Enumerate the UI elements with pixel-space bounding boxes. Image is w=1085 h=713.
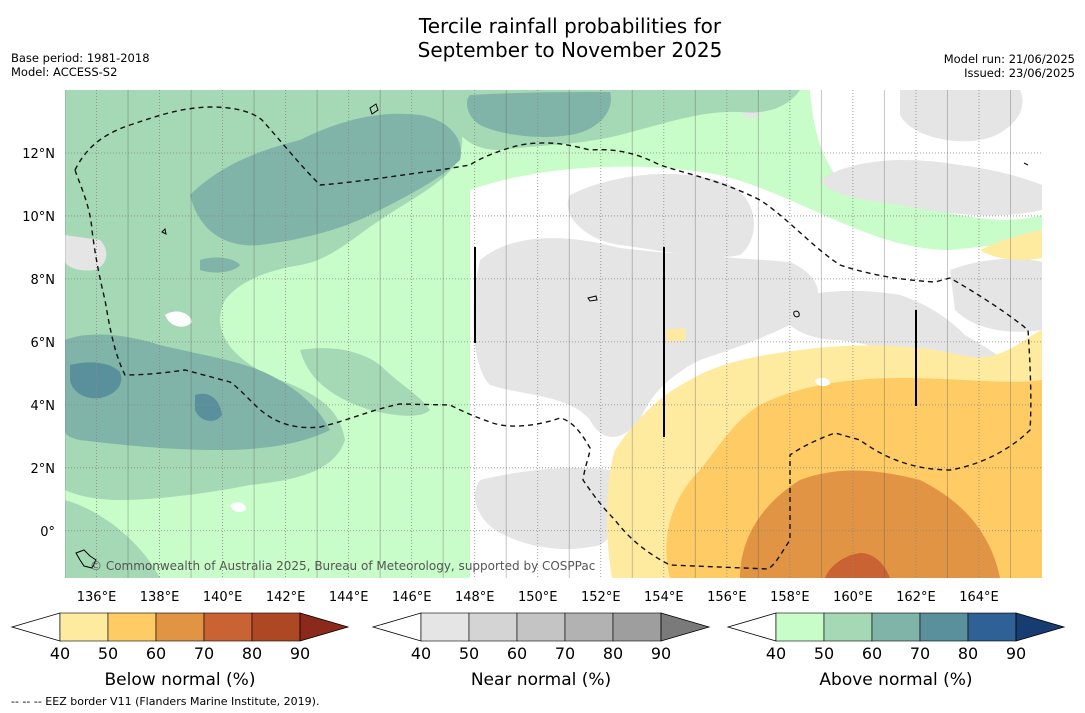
colorbar-near: 40 50 60 70 80 90 Near normal (%): [371, 612, 711, 690]
lat-tick-label: 0°: [40, 525, 55, 540]
colorbar-tick-label: 60: [507, 644, 527, 663]
lon-tick-label: 136°E: [77, 590, 117, 605]
lat-tick-label: 6°N: [31, 336, 56, 351]
model-run: Model run: 21/06/2025: [943, 52, 1075, 66]
lat-tick-label: 4°N: [31, 399, 56, 414]
lon-tick-label: 162°E: [896, 590, 936, 605]
colorbar-segment: [564, 612, 614, 642]
colorbar-tick-label: 90: [651, 644, 671, 663]
boundary-markers: [474, 247, 917, 437]
issued-date: Issued: 23/06/2025: [964, 66, 1075, 80]
colorbar-title: Above normal (%): [819, 670, 972, 690]
colorbar-tick-label: 50: [814, 644, 834, 663]
lon-tick-label: 152°E: [581, 590, 621, 605]
model-name: Model: ACCESS-S2: [11, 65, 118, 79]
colorbar-segment: [203, 612, 253, 642]
colorbar-below: 40 50 60 70 80 90 Below normal (%): [10, 612, 350, 690]
lon-tick-label: 154°E: [644, 590, 684, 605]
island-outlines: [75, 103, 1029, 569]
lon-tick-label: 142°E: [266, 590, 306, 605]
colorbar-segment: [967, 612, 1017, 642]
meta-left: Base period: 1981-2018 Model: ACCESS-S2: [11, 51, 150, 79]
lon-tick-label: 156°E: [707, 590, 747, 605]
colorbar-segment: [775, 612, 825, 642]
lat-tick-label: 12°N: [22, 147, 55, 162]
colorbar-title: Below normal (%): [105, 670, 256, 690]
colorbar-tick-label: 60: [146, 644, 166, 663]
lat-tick-label: 2°N: [31, 462, 56, 477]
colorbar-segment: [468, 612, 518, 642]
colorbar-segment: [516, 612, 566, 642]
colorbar-tick-label: 50: [98, 644, 118, 663]
lat-tick-label: 10°N: [22, 210, 55, 225]
map-title: Tercile rainfall probabilities for Septe…: [0, 14, 1085, 62]
colorbar-segment: [107, 612, 157, 642]
lon-tick-label: 138°E: [140, 590, 180, 605]
colorbar-segment: [59, 612, 109, 642]
colorbar-tick-label: 70: [194, 644, 214, 663]
longitude-lines: [65, 90, 1011, 578]
colorbar-min-extend: [10, 612, 61, 642]
colorbar-tick-label: 80: [603, 644, 623, 663]
colorbar-tick-label: 40: [411, 644, 431, 663]
lon-tick-label: 164°E: [959, 590, 999, 605]
meta-right: Model run: 21/06/2025 Issued: 23/06/2025: [944, 52, 1075, 80]
colorbar-min-extend: [726, 612, 777, 642]
colorbar-tick-label: 70: [910, 644, 930, 663]
lon-tick-label: 146°E: [392, 590, 432, 605]
colorbar-segment: [251, 612, 301, 642]
lon-tick-label: 150°E: [518, 590, 558, 605]
colorbar-max-extend: [299, 612, 350, 642]
colorbar-max-extend: [1015, 612, 1066, 642]
colorbar-tick-label: 50: [459, 644, 479, 663]
colorbar-tick-label: 60: [862, 644, 882, 663]
colorbar-above: 40 50 60 70 80 90 Above normal (%): [726, 612, 1066, 690]
colorbars: 40 50 60 70 80 90 Below normal (%) 40 50 60 70 80 90…: [10, 612, 1066, 690]
lon-tick-label: 140°E: [203, 590, 243, 605]
base-period: Base period: 1981-2018: [11, 51, 150, 65]
colorbar-max-extend: [660, 612, 711, 642]
lat-tick-label: 8°N: [31, 273, 56, 288]
probability-field: [65, 90, 1042, 578]
lon-tick-label: 158°E: [770, 590, 810, 605]
lon-tick-label: 148°E: [455, 590, 495, 605]
colorbar-tick-label: 40: [50, 644, 70, 663]
colorbar-tick-label: 80: [242, 644, 262, 663]
colorbar-title: Near normal (%): [471, 670, 611, 690]
colorbar-tick-label: 40: [766, 644, 786, 663]
lon-tick-label: 160°E: [833, 590, 873, 605]
colorbar-tick-label: 70: [555, 644, 575, 663]
title-line-2: September to November 2025: [417, 38, 723, 62]
colorbar-tick-label: 90: [1006, 644, 1026, 663]
colorbar-segment: [612, 612, 662, 642]
colorbar-min-extend: [371, 612, 422, 642]
longitude-labels: 136°E 138°E 140°E 142°E 144°E 146°E 148°E 150°E…: [77, 590, 999, 605]
colorbar-segment: [155, 612, 205, 642]
colorbar-segment: [420, 612, 470, 642]
colorbar-segment: [871, 612, 921, 642]
latitude-labels: 12°N 10°N 8°N 6°N 4°N 2°N 0°: [22, 147, 55, 540]
colorbar-segment: [823, 612, 873, 642]
title-line-1: Tercile rainfall probabilities for: [418, 14, 722, 38]
colorbar-tick-label: 80: [958, 644, 978, 663]
colorbar-segment: [919, 612, 969, 642]
eez-border: [74, 106, 1032, 570]
copyright-notice: © Commonwealth of Australia 2025, Bureau…: [90, 559, 596, 573]
lon-tick-label: 144°E: [329, 590, 369, 605]
colorbar-tick-label: 90: [290, 644, 310, 663]
eez-footer-note: -- -- -- EEZ border V11 (Flanders Marine…: [11, 695, 320, 708]
